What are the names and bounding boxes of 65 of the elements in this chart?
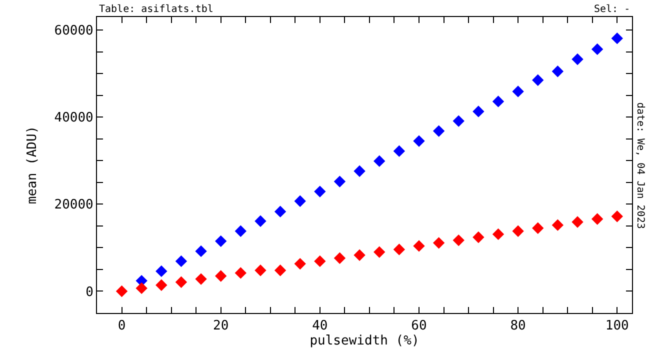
- point: [413, 135, 425, 147]
- point: [532, 74, 544, 86]
- point: [254, 215, 266, 227]
- point: [432, 125, 445, 137]
- point: [136, 282, 148, 294]
- point: [354, 165, 366, 177]
- point: [214, 235, 227, 248]
- point: [591, 213, 604, 225]
- point: [214, 270, 227, 282]
- point: [472, 106, 484, 118]
- point: [334, 176, 346, 188]
- point: [294, 195, 306, 207]
- point: [552, 219, 564, 231]
- text: Sel: -: [594, 4, 630, 15]
- point: [175, 255, 188, 268]
- y-tick-label: 40000: [54, 110, 94, 126]
- text: Table: asiflats.tbl: [99, 4, 214, 15]
- x-tick-label: 0: [118, 318, 126, 334]
- point: [234, 225, 247, 238]
- point: [552, 66, 564, 78]
- point: [274, 206, 286, 218]
- point: [611, 32, 623, 44]
- point: [572, 53, 584, 66]
- x-tick-label: 40: [312, 318, 328, 334]
- point: [572, 216, 584, 228]
- point: [532, 222, 544, 234]
- point: [156, 265, 168, 278]
- point: [492, 228, 504, 240]
- point: [354, 249, 366, 261]
- point: [393, 244, 406, 256]
- x-axis-title: pulsewidth (%): [310, 334, 420, 349]
- point: [611, 210, 623, 222]
- y-tick-label: 20000: [54, 198, 94, 213]
- point: [195, 273, 207, 285]
- x-tick-label: 100: [605, 318, 629, 334]
- point: [512, 86, 524, 98]
- point: [452, 115, 464, 127]
- point: [274, 264, 286, 276]
- text: date: We, 04 Jan 2023: [634, 102, 646, 229]
- point: [314, 255, 326, 268]
- point: [334, 252, 346, 264]
- point: [116, 285, 128, 298]
- point: [374, 246, 386, 258]
- point: [492, 96, 504, 108]
- point: [413, 240, 425, 252]
- point: [156, 279, 168, 291]
- y-tick-label: 0: [86, 284, 94, 300]
- point: [591, 43, 604, 56]
- x-tick-label: 60: [411, 318, 427, 334]
- y-tick-label: 60000: [54, 24, 94, 39]
- point: [195, 245, 207, 258]
- y-axis-title: mean (ADU): [25, 126, 40, 204]
- point: [374, 155, 386, 167]
- point: [175, 276, 188, 288]
- point: [314, 186, 326, 198]
- x-tick-label: 20: [213, 318, 229, 334]
- point: [234, 267, 247, 279]
- point: [432, 237, 445, 249]
- point: [512, 225, 524, 238]
- point: [254, 264, 266, 276]
- point: [393, 145, 406, 157]
- point: [472, 231, 484, 244]
- point: [452, 234, 464, 246]
- point: [294, 258, 306, 270]
- x-tick-label: 80: [510, 318, 526, 334]
